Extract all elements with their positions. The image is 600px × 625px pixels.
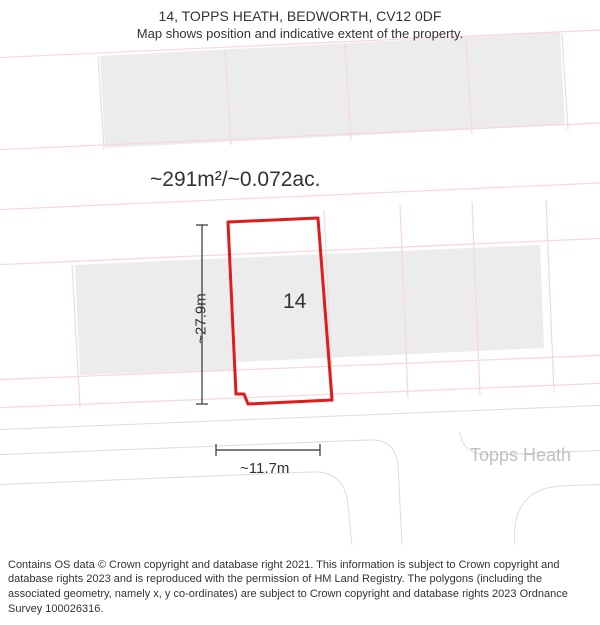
plot-number: 14 xyxy=(283,290,306,314)
area-label: ~291m²/~0.072ac. xyxy=(150,168,320,192)
copyright-footer: Contains OS data © Crown copyright and d… xyxy=(0,552,600,625)
map-area: ~291m²/~0.072ac. 14 ~27.9m ~11.7m Topps … xyxy=(0,0,600,545)
road-line xyxy=(0,440,402,545)
header: 14, TOPPS HEATH, BEDWORTH, CV12 0DF Map … xyxy=(0,0,600,45)
road-line xyxy=(515,484,600,545)
building-shape xyxy=(232,245,544,362)
dimension-horizontal-label: ~11.7m xyxy=(240,460,289,477)
building-shape xyxy=(75,258,234,375)
road-line xyxy=(0,405,600,430)
parcel-line xyxy=(0,383,600,408)
dimension-vertical-label: ~27.9m xyxy=(193,293,210,343)
page-subtitle: Map shows position and indicative extent… xyxy=(10,26,590,41)
page-title: 14, TOPPS HEATH, BEDWORTH, CV12 0DF xyxy=(10,8,590,24)
parcel-line xyxy=(546,200,554,392)
road-line xyxy=(0,472,352,545)
street-name: Topps Heath xyxy=(470,445,571,466)
